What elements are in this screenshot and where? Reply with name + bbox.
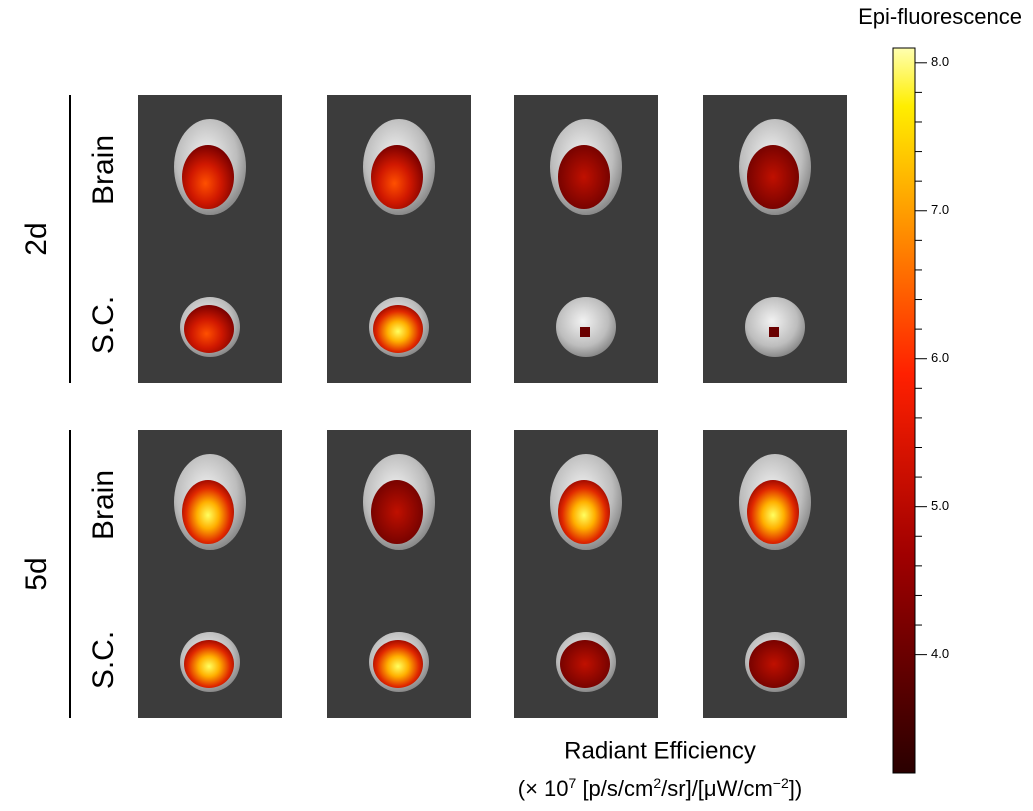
sc-signal bbox=[373, 305, 423, 353]
superscript: −2 bbox=[773, 775, 789, 791]
colorbar-tick-label: 5.0 bbox=[931, 498, 949, 513]
units-text: /sr]/[μW/cm bbox=[661, 776, 773, 801]
sc-signal bbox=[184, 305, 234, 353]
brain-signal bbox=[182, 145, 234, 209]
units-text: [p/s/cm bbox=[576, 776, 653, 801]
colorbar-tick-label: 6.0 bbox=[931, 350, 949, 365]
sc-signal bbox=[749, 640, 799, 688]
sc-signal bbox=[580, 327, 590, 337]
sc-signal bbox=[184, 640, 234, 688]
colorbar-title: Epi-fluorescence bbox=[858, 4, 1022, 29]
group-label: 2d bbox=[20, 222, 53, 255]
caption-units: (× 107 [p/s/cm2/sr]/[μW/cm−2]) bbox=[518, 775, 802, 801]
brain-signal bbox=[747, 145, 799, 209]
brain-signal bbox=[747, 480, 799, 544]
units-text: ]) bbox=[789, 776, 802, 801]
brain-signal bbox=[182, 480, 234, 544]
colorbar-tick-label: 8.0 bbox=[931, 54, 949, 69]
brain-signal bbox=[371, 145, 423, 209]
sc-signal bbox=[560, 640, 610, 688]
superscript: 2 bbox=[653, 775, 661, 791]
brain-signal bbox=[558, 480, 610, 544]
superscript: 7 bbox=[569, 775, 577, 791]
row-label: S.C. bbox=[87, 631, 120, 689]
caption-title: Radiant Efficiency bbox=[564, 737, 756, 764]
figure: Epi-fluorescence Radiant Efficiency (× 1… bbox=[0, 0, 1033, 811]
colorbar-tick-label: 4.0 bbox=[931, 646, 949, 661]
sc-signal bbox=[373, 640, 423, 688]
sc-signal bbox=[769, 327, 779, 337]
group-label: 5d bbox=[20, 557, 53, 590]
units-text: (× 10 bbox=[518, 776, 569, 801]
row-label: Brain bbox=[87, 470, 120, 540]
row-label: Brain bbox=[87, 135, 120, 205]
brain-signal bbox=[558, 145, 610, 209]
colorbar bbox=[893, 48, 915, 773]
row-label: S.C. bbox=[87, 296, 120, 354]
colorbar-tick-label: 7.0 bbox=[931, 202, 949, 217]
brain-signal bbox=[371, 480, 423, 544]
